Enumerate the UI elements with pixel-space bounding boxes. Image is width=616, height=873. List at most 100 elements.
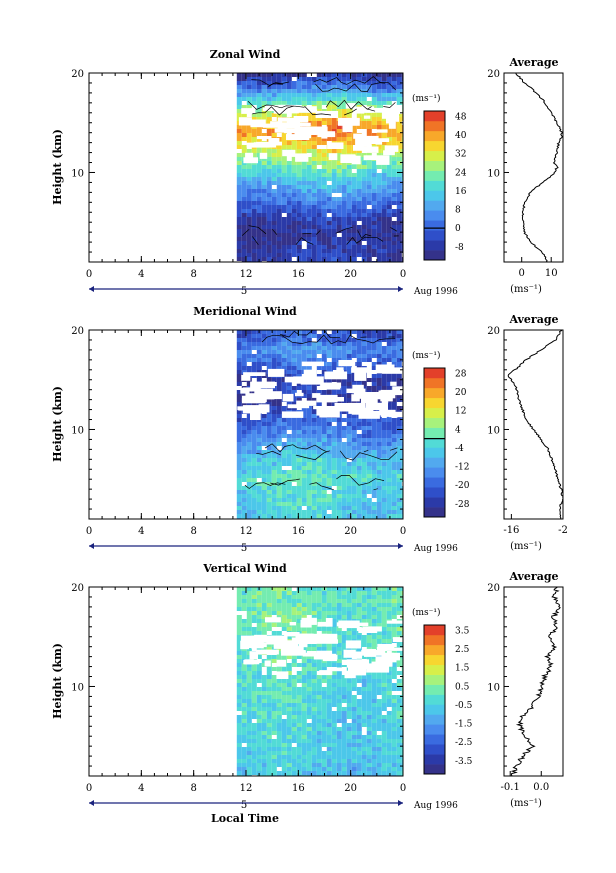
heatmap-cell	[341, 494, 347, 498]
heatmap-cell	[286, 181, 292, 185]
heatmap-cell	[346, 611, 352, 615]
heatmap-cell	[361, 354, 367, 358]
heatmap-cell	[301, 446, 307, 450]
heatmap-cell	[331, 189, 337, 193]
meridional-wind-title: Meridional Wind	[193, 305, 297, 318]
heatmap-cell	[301, 346, 307, 350]
heatmap-cell	[326, 675, 332, 679]
data-gap	[365, 402, 388, 411]
heatmap-cell	[246, 591, 252, 595]
heatmap-cell	[271, 434, 277, 438]
heatmap-cell	[256, 751, 262, 755]
heatmap-cell	[301, 149, 307, 153]
heatmap-cell	[336, 129, 342, 133]
heatmap-cell	[341, 635, 347, 639]
heatmap-cell	[241, 113, 247, 117]
heatmap-cell	[351, 221, 357, 225]
heatmap-cell	[316, 514, 322, 518]
heatmap-cell	[386, 213, 392, 217]
heatmap-cell	[266, 510, 272, 514]
heatmap-cell	[241, 699, 247, 703]
heatmap-cell	[321, 482, 327, 486]
heatmap-cell	[251, 603, 257, 607]
heatmap-cell	[306, 655, 312, 659]
heatmap-cell	[296, 743, 302, 747]
heatmap-cell	[301, 430, 307, 434]
heatmap-cell	[371, 245, 377, 249]
heatmap-cell	[256, 667, 262, 671]
heatmap-cell	[306, 334, 312, 338]
heatmap-cell	[341, 514, 347, 518]
heatmap-cell	[331, 695, 337, 699]
heatmap-cell	[391, 177, 397, 181]
heatmap-cell	[331, 366, 337, 370]
heatmap-cell	[276, 595, 282, 599]
heatmap-cell	[241, 603, 247, 607]
heatmap-cell	[386, 462, 392, 466]
heatmap-cell	[331, 631, 337, 635]
heatmap-cell	[381, 446, 387, 450]
heatmap-cell	[336, 394, 342, 398]
heatmap-cell	[286, 241, 292, 245]
heatmap-cell	[361, 225, 367, 229]
heatmap-cell	[356, 81, 362, 85]
heatmap-cell	[371, 619, 377, 623]
heatmap-cell	[261, 225, 267, 229]
heatmap-cell	[356, 603, 362, 607]
heatmap-cell	[236, 253, 242, 257]
heatmap-cell	[336, 125, 342, 129]
heatmap-cell	[281, 193, 287, 197]
heatmap-cell	[356, 675, 362, 679]
data-gap	[258, 404, 270, 413]
heatmap-cell	[396, 723, 402, 727]
heatmap-cell	[306, 330, 312, 334]
data-gap	[342, 125, 353, 133]
heatmap-cell	[351, 591, 357, 595]
heatmap-cell	[291, 73, 297, 77]
heatmap-cell	[271, 354, 277, 358]
heatmap-cell	[396, 153, 402, 157]
heatmap-cell	[246, 611, 252, 615]
heatmap-cell	[336, 470, 342, 474]
heatmap-cell	[336, 113, 342, 117]
heatmap-cell	[351, 354, 357, 358]
heatmap-cell	[271, 739, 277, 743]
heatmap-cell	[256, 362, 262, 366]
heatmap-cell	[271, 659, 277, 663]
heatmap-cell	[306, 482, 312, 486]
heatmap-cell	[346, 490, 352, 494]
heatmap-cell	[261, 354, 267, 358]
heatmap-cell	[401, 205, 403, 209]
data-gap	[280, 104, 299, 114]
heatmap-cell	[331, 358, 337, 362]
heatmap-cell	[301, 165, 307, 169]
heatmap-cell	[236, 73, 242, 77]
heatmap-cell	[391, 719, 397, 723]
heatmap-cell	[246, 619, 252, 623]
heatmap-cell	[316, 430, 322, 434]
heatmap-cell	[306, 221, 312, 225]
heatmap-cell	[296, 241, 302, 245]
heatmap-cell	[356, 599, 362, 603]
heatmap-cell	[331, 591, 337, 595]
data-gap	[378, 390, 402, 396]
heatmap-cell	[281, 189, 287, 193]
heatmap-cell	[241, 209, 247, 213]
heatmap-cell	[306, 350, 312, 354]
heatmap-cell	[271, 430, 277, 434]
heatmap-cell	[286, 611, 292, 615]
heatmap-cell	[301, 450, 307, 454]
heatmap-cell	[236, 643, 242, 647]
heatmap-cell	[391, 631, 397, 635]
heatmap-cell	[331, 715, 337, 719]
data-gap	[296, 400, 317, 406]
heatmap-cell	[351, 683, 357, 687]
heatmap-cell	[256, 165, 262, 169]
heatmap-cell	[396, 209, 402, 213]
heatmap-cell	[281, 342, 287, 346]
heatmap-cell	[281, 173, 287, 177]
heatmap-cell	[341, 679, 347, 683]
heatmap-cell	[311, 354, 317, 358]
heatmap-cell	[286, 747, 292, 751]
heatmap-cell	[326, 402, 332, 406]
